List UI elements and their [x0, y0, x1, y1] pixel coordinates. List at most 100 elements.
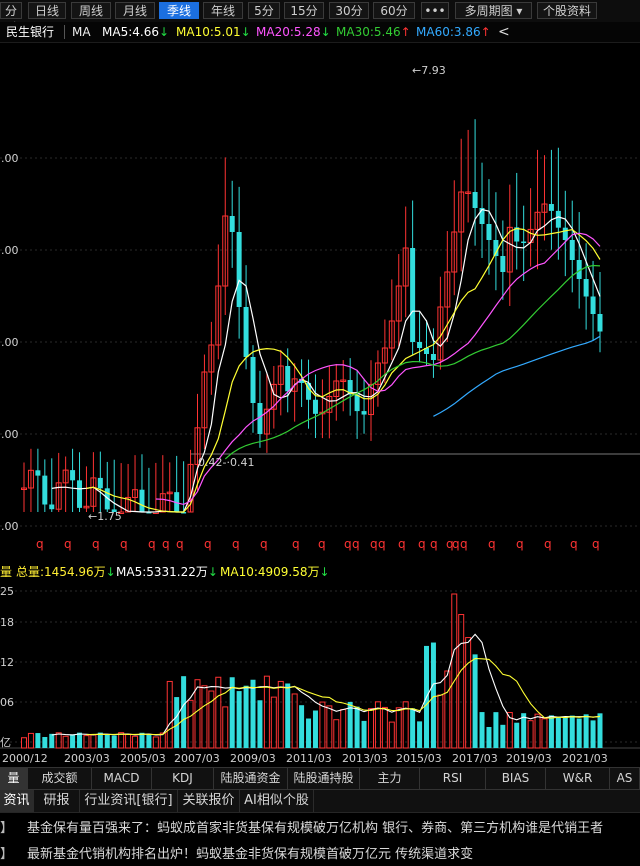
candle-body: [55, 482, 62, 510]
indicator-tab-0[interactable]: 量: [0, 768, 28, 789]
candle-body: [104, 488, 110, 510]
indicator-tab-9[interactable]: W&R: [546, 768, 610, 789]
candle-body: [97, 477, 103, 489]
news-tab-3[interactable]: 关联报价: [178, 790, 240, 812]
period-button-10[interactable]: •••: [421, 2, 449, 19]
candle-body: [333, 380, 340, 397]
period-button-2[interactable]: 周线: [71, 2, 111, 19]
indicator-tab-6[interactable]: 主力: [360, 768, 420, 789]
candle-body: [27, 469, 34, 489]
volume-legend-row: 量 总量:1454.96万↓ MA5:5331.22万↓ MA10:4909.5…: [0, 562, 640, 582]
candle-body: [548, 204, 554, 211]
price-axis-label: 2.00: [0, 520, 19, 533]
candle-body: [576, 260, 582, 279]
volume-bar: [312, 710, 318, 748]
period-button-0[interactable]: 分时: [0, 2, 22, 35]
volume-bar: [166, 680, 173, 749]
candle-body: [472, 192, 478, 208]
time-axis-label: 2011/03: [286, 752, 332, 765]
indicator-tabs: 量成交额 MACD KDJ 陆股通资金 陆股通持股 主力 RSI BIAS W&R AS: [0, 767, 640, 790]
volume-bar: [472, 654, 478, 748]
mid-price-label: 0.42-·0.41: [198, 456, 254, 469]
price-axis-label: 1.00: [0, 428, 19, 441]
volume-bar: [277, 680, 284, 749]
candle-body: [21, 487, 27, 490]
volume-bar: [514, 722, 520, 748]
volume-bar: [208, 690, 215, 749]
volume-bar: [111, 735, 117, 748]
ma-legend-item-1: MA10:5.01↓: [176, 25, 251, 39]
candle-body: [159, 493, 166, 513]
candle-body: [257, 403, 263, 434]
price-axis-label: 2.00: [0, 336, 19, 349]
candle-body: [486, 224, 492, 240]
candle-body: [306, 382, 312, 400]
volume-bar: [146, 733, 152, 748]
news-item[interactable]: 】最新基金代销机构排名出炉！蚂蚁基金非货保有规模首破万亿元 传统渠道求变: [0, 847, 474, 862]
period-button-11[interactable]: 多周期图 ▾: [455, 2, 532, 19]
volume-bar: [402, 701, 409, 749]
indicator-tab-7[interactable]: RSI: [420, 768, 486, 789]
candle-body: [263, 408, 270, 435]
candle-body: [83, 505, 90, 509]
period-button-4[interactable]: 季线: [159, 2, 199, 19]
indicator-tab-4[interactable]: 陆股通资金: [214, 768, 288, 789]
kline-chart[interactable]: 2.00 1.00 2.00 1.00 2.00 ←7.93 ←1.75 0.42-·0.41…: [0, 42, 640, 767]
ma-legend-row: 民生银行 MA < MA5:4.66↓ MA10:5.01↓ MA20:5.28↓ M…: [0, 22, 640, 43]
indicator-tab-5[interactable]: 陆股通持股: [288, 768, 360, 789]
event-marker: q: [488, 537, 496, 551]
event-marker: q: [162, 537, 170, 551]
candle-body: [35, 470, 41, 476]
volume-axis-label: 12: [0, 656, 14, 669]
time-axis-label: 2021/03: [562, 752, 608, 765]
candle-body: [424, 348, 430, 354]
ma-prefix: MA: [72, 25, 91, 39]
news-tab-4[interactable]: AI相似个股: [240, 790, 314, 812]
indicator-tab-1[interactable]: 成交额: [28, 768, 92, 789]
period-button-5[interactable]: 年线: [203, 2, 243, 19]
event-marker: q: [318, 537, 326, 551]
candle-body: [354, 394, 360, 412]
candle-body: [70, 470, 76, 481]
volume-bar: [527, 720, 534, 749]
candle-body: [229, 216, 235, 232]
news-tab-1[interactable]: 研报: [34, 790, 80, 812]
volume-bar: [174, 697, 180, 748]
volume-bar: [125, 733, 132, 749]
indicator-tab-10[interactable]: AS: [610, 768, 640, 789]
volume-bar: [541, 718, 548, 749]
indicator-tab-3[interactable]: KDJ: [152, 768, 214, 789]
indicator-tab-8[interactable]: BIAS: [486, 768, 546, 789]
volume-bar: [569, 715, 575, 748]
candle-body: [437, 306, 444, 361]
candle-body: [166, 491, 173, 495]
volume-bar: [49, 733, 55, 748]
volume-bar: [381, 706, 388, 749]
period-button-8[interactable]: 30分: [329, 2, 369, 19]
period-button-1[interactable]: 日线: [28, 2, 66, 19]
period-button-12[interactable]: 个股资料: [537, 2, 597, 19]
news-item[interactable]: 】基金保有量百强来了：蚂蚁成首家非货基保有规模破万亿机构 银行、券商、第三方机构…: [0, 821, 604, 836]
period-button-7[interactable]: 15分: [284, 2, 324, 19]
volume-bar: [597, 713, 603, 748]
candle-body: [236, 232, 242, 307]
news-tab-2[interactable]: 行业资讯[银行]: [80, 790, 178, 812]
candle-body: [465, 191, 472, 194]
event-marker: q: [92, 537, 100, 551]
volume-bar: [444, 670, 451, 749]
period-button-3[interactable]: 月线: [115, 2, 155, 19]
event-marker: q: [232, 537, 240, 551]
volume-bar: [555, 717, 561, 748]
collapse-legend-button[interactable]: <: [498, 24, 510, 40]
period-button-6[interactable]: 5分: [248, 2, 280, 19]
candle-body: [444, 271, 451, 308]
candle-body: [194, 427, 201, 465]
event-marker: q: [204, 537, 212, 551]
news-tab-0[interactable]: 资讯: [0, 790, 34, 812]
volume-bar: [347, 701, 353, 748]
indicator-tab-2[interactable]: MACD: [92, 768, 152, 789]
volume-ma-line-5: [51, 633, 601, 736]
period-button-9[interactable]: 60分: [373, 2, 415, 19]
candle-body: [402, 247, 409, 287]
